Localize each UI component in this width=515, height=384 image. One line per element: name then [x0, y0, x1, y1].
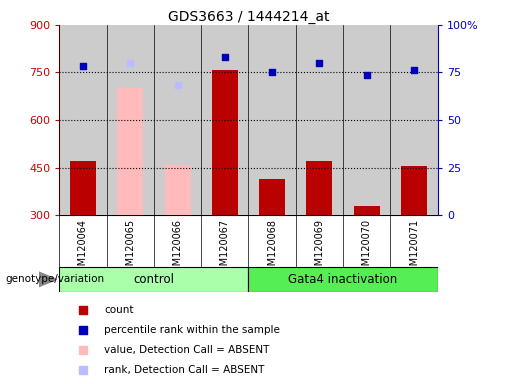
Text: genotype/variation: genotype/variation	[5, 274, 104, 285]
Point	[410, 67, 418, 73]
Point	[78, 347, 87, 353]
Bar	[59, 267, 248, 292]
Bar	[154, 25, 201, 215]
Bar	[117, 88, 143, 215]
Text: GSM120068: GSM120068	[267, 219, 277, 278]
Bar	[296, 25, 343, 215]
Bar	[164, 165, 191, 215]
Bar	[343, 25, 390, 215]
Polygon shape	[39, 272, 57, 287]
Text: GSM120065: GSM120065	[125, 219, 135, 278]
Text: GSM120066: GSM120066	[173, 219, 182, 278]
Bar	[306, 161, 333, 215]
Text: GSM120071: GSM120071	[409, 219, 419, 278]
Point	[268, 68, 276, 74]
Text: GSM120064: GSM120064	[78, 219, 88, 278]
Bar	[248, 25, 296, 215]
Bar	[390, 25, 438, 215]
Point	[78, 306, 87, 313]
Bar	[70, 161, 96, 215]
Point	[315, 60, 323, 66]
Bar	[259, 179, 285, 215]
Text: GSM120069: GSM120069	[315, 219, 324, 278]
Title: GDS3663 / 1444214_at: GDS3663 / 1444214_at	[168, 10, 329, 24]
Text: GSM120067: GSM120067	[220, 219, 230, 278]
Text: value, Detection Call = ABSENT: value, Detection Call = ABSENT	[105, 345, 270, 355]
Point	[78, 327, 87, 333]
Point	[221, 53, 229, 60]
Text: rank, Detection Call = ABSENT: rank, Detection Call = ABSENT	[105, 365, 265, 375]
Bar	[107, 25, 154, 215]
Bar	[354, 205, 380, 215]
Bar	[401, 166, 427, 215]
Bar	[248, 267, 438, 292]
Point	[363, 72, 371, 78]
Point	[174, 82, 182, 88]
Text: control: control	[133, 273, 175, 286]
Text: GSM120070: GSM120070	[362, 219, 372, 278]
Bar	[59, 25, 107, 215]
Point	[78, 367, 87, 373]
Point	[126, 60, 134, 66]
Text: Gata4 inactivation: Gata4 inactivation	[288, 273, 398, 286]
Text: percentile rank within the sample: percentile rank within the sample	[105, 325, 280, 335]
Bar	[212, 70, 238, 215]
Text: count: count	[105, 305, 134, 314]
Bar	[201, 25, 248, 215]
Point	[79, 63, 87, 69]
